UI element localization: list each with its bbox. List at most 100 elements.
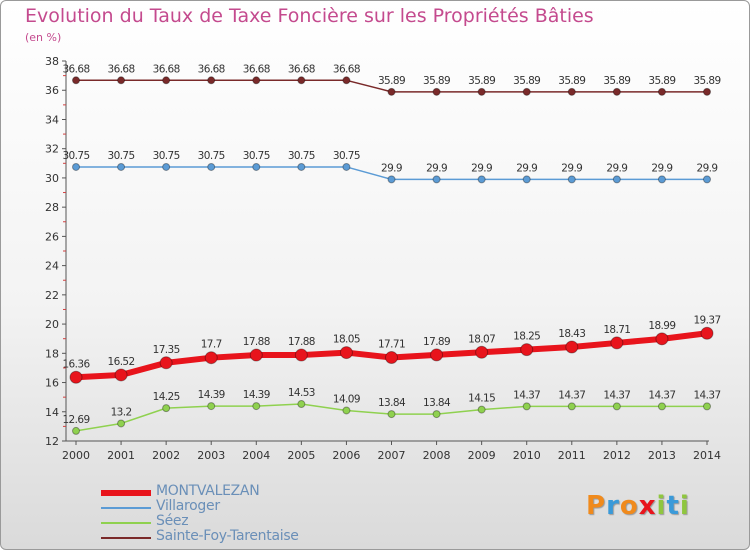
data-label-montvalezan: 19.37 bbox=[693, 314, 720, 326]
data-label-villaroger: 30.75 bbox=[333, 150, 360, 162]
y-tick-label: 26 bbox=[45, 230, 59, 243]
data-point-s-ez bbox=[342, 406, 351, 415]
data-point-montvalezan bbox=[249, 348, 263, 362]
data-label-sainte-foy-tarentaise: 35.89 bbox=[378, 75, 405, 87]
y-tick-label: 22 bbox=[45, 289, 59, 302]
data-label-sainte-foy-tarentaise: 35.89 bbox=[513, 75, 540, 87]
data-point-villaroger bbox=[612, 175, 621, 184]
legend-swatch-sainte-foy bbox=[101, 537, 151, 539]
data-point-villaroger bbox=[432, 175, 441, 184]
legend-swatch-villaroger bbox=[101, 507, 151, 509]
data-point-s-ez bbox=[477, 405, 486, 414]
x-tick-label: 2001 bbox=[107, 449, 135, 462]
data-label-montvalezan: 17.71 bbox=[378, 339, 405, 351]
data-label-villaroger: 30.75 bbox=[198, 150, 225, 162]
data-label-sainte-foy-tarentaise: 35.89 bbox=[603, 75, 630, 87]
data-point-montvalezan bbox=[700, 326, 714, 340]
data-point-villaroger bbox=[342, 162, 351, 171]
logo-letter: P bbox=[586, 491, 607, 521]
y-tick-label: 34 bbox=[45, 113, 59, 126]
data-label-villaroger: 29.9 bbox=[381, 162, 402, 174]
data-label-s-ez: 12.69 bbox=[62, 414, 89, 426]
y-tick-label: 12 bbox=[45, 435, 59, 448]
data-point-montvalezan bbox=[159, 356, 173, 370]
data-point-montvalezan bbox=[610, 336, 624, 350]
data-point-sainte-foy-tarentaise bbox=[612, 87, 621, 96]
x-tick-label: 2003 bbox=[197, 449, 225, 462]
data-point-villaroger bbox=[567, 175, 576, 184]
data-label-sainte-foy-tarentaise: 36.68 bbox=[333, 63, 360, 75]
data-label-s-ez: 14.37 bbox=[513, 389, 540, 401]
data-label-montvalezan: 18.07 bbox=[468, 333, 495, 345]
data-point-montvalezan bbox=[475, 345, 489, 359]
data-label-montvalezan: 17.88 bbox=[288, 336, 315, 348]
data-label-villaroger: 30.75 bbox=[153, 150, 180, 162]
data-label-s-ez: 14.39 bbox=[198, 389, 225, 401]
x-tick-label: 2012 bbox=[603, 449, 631, 462]
legend-label-sainte-foy: Sainte-Foy-Tarentaise bbox=[156, 528, 299, 544]
y-tick-label: 32 bbox=[45, 143, 59, 156]
data-label-sainte-foy-tarentaise: 36.68 bbox=[288, 63, 315, 75]
logo-letter: t bbox=[666, 491, 680, 521]
x-tick-label: 2005 bbox=[287, 449, 315, 462]
data-label-montvalezan: 16.36 bbox=[62, 358, 90, 370]
data-point-montvalezan bbox=[655, 332, 669, 346]
logo-letter: o bbox=[619, 491, 639, 521]
legend-swatch-seez bbox=[101, 522, 151, 524]
data-point-montvalezan bbox=[294, 348, 308, 362]
data-point-montvalezan bbox=[385, 351, 398, 365]
data-point-s-ez bbox=[297, 400, 306, 409]
x-tick-label: 2007 bbox=[378, 449, 406, 462]
data-point-montvalezan bbox=[114, 368, 128, 382]
data-label-sainte-foy-tarentaise: 35.89 bbox=[648, 75, 675, 87]
data-label-montvalezan: 18.25 bbox=[513, 331, 540, 343]
y-tick-label: 16 bbox=[45, 377, 59, 390]
legend-item-seez: Séez bbox=[101, 513, 361, 530]
chart-title: Evolution du Taux de Taxe Foncière sur l… bbox=[25, 5, 594, 27]
x-tick-label: 2004 bbox=[242, 449, 270, 462]
data-point-montvalezan bbox=[565, 340, 579, 354]
data-label-villaroger: 29.9 bbox=[471, 162, 492, 174]
data-label-s-ez: 14.37 bbox=[558, 389, 585, 401]
data-point-sainte-foy-tarentaise bbox=[252, 76, 261, 85]
data-point-villaroger bbox=[477, 175, 486, 184]
data-label-villaroger: 30.75 bbox=[62, 150, 89, 162]
data-point-villaroger bbox=[657, 175, 666, 184]
data-point-s-ez bbox=[567, 402, 576, 411]
legend-item-sainte-foy: Sainte-Foy-Tarentaise bbox=[101, 528, 361, 545]
data-label-s-ez: 14.37 bbox=[648, 389, 675, 401]
legend-swatch-montvalezan bbox=[101, 490, 151, 496]
data-point-montvalezan bbox=[430, 348, 444, 362]
data-point-s-ez bbox=[117, 419, 126, 428]
data-label-montvalezan: 17.7 bbox=[201, 339, 222, 351]
data-point-montvalezan bbox=[204, 351, 218, 365]
y-tick-label: 24 bbox=[45, 260, 59, 273]
data-label-montvalezan: 17.35 bbox=[153, 344, 180, 356]
legend: MONTVALEZAN Villaroger Séez Sainte-Foy-T… bbox=[101, 483, 361, 545]
data-point-s-ez bbox=[387, 410, 396, 419]
data-label-montvalezan: 18.43 bbox=[558, 328, 585, 340]
data-label-sainte-foy-tarentaise: 36.68 bbox=[153, 63, 180, 75]
data-point-s-ez bbox=[522, 402, 531, 411]
legend-label-montvalezan: MONTVALEZAN bbox=[156, 483, 260, 499]
x-tick-label: 2000 bbox=[62, 449, 90, 462]
data-point-sainte-foy-tarentaise bbox=[387, 87, 396, 96]
data-label-villaroger: 30.75 bbox=[108, 150, 135, 162]
data-label-villaroger: 29.9 bbox=[561, 162, 582, 174]
data-point-s-ez bbox=[432, 410, 441, 419]
data-point-montvalezan bbox=[339, 346, 353, 360]
data-label-s-ez: 13.84 bbox=[423, 397, 451, 409]
data-label-s-ez: 14.37 bbox=[693, 389, 720, 401]
y-tick-label: 30 bbox=[45, 172, 59, 185]
data-point-sainte-foy-tarentaise bbox=[477, 87, 486, 96]
data-label-villaroger: 29.9 bbox=[606, 162, 627, 174]
data-point-montvalezan bbox=[69, 370, 83, 384]
data-point-villaroger bbox=[252, 162, 261, 171]
data-label-villaroger: 30.75 bbox=[243, 150, 270, 162]
data-point-sainte-foy-tarentaise bbox=[657, 87, 666, 96]
data-point-villaroger bbox=[207, 162, 216, 171]
data-point-sainte-foy-tarentaise bbox=[432, 87, 441, 96]
x-tick-label: 2010 bbox=[513, 449, 541, 462]
